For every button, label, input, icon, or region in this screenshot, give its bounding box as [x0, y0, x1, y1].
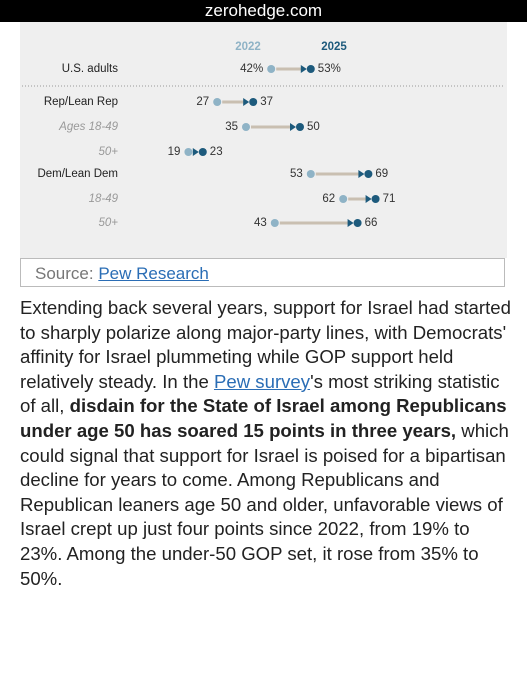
- row-label: Rep/Lean Rep: [44, 96, 118, 108]
- arrowhead: [192, 148, 199, 156]
- chart-background: [20, 22, 507, 258]
- arrowhead: [365, 195, 372, 203]
- value-label: 71: [383, 193, 396, 205]
- dot: [306, 65, 315, 73]
- dot: [371, 195, 380, 203]
- dot: [306, 170, 315, 178]
- article-link[interactable]: Pew survey: [213, 370, 311, 392]
- dot: [198, 148, 207, 156]
- value-label: 37: [260, 96, 273, 108]
- dot: [249, 98, 258, 106]
- legend-label: 2022: [235, 41, 261, 53]
- row-label: 50+: [98, 146, 118, 158]
- source-box: Source: Pew Research: [20, 258, 505, 287]
- source-label: Source:: [35, 264, 94, 283]
- row-label: Ages 18-49: [58, 121, 118, 133]
- source-link[interactable]: Pew Research: [98, 264, 209, 283]
- value-label: 69: [375, 168, 388, 180]
- value-label: 27: [196, 96, 209, 108]
- article: Extending back several years, support fo…: [20, 296, 512, 591]
- dot: [184, 148, 193, 156]
- dot: [364, 170, 373, 178]
- legend-label: 2025: [321, 41, 347, 53]
- dot: [339, 195, 348, 203]
- site-bar: zerohedge.com: [0, 0, 527, 22]
- site-name: zerohedge.com: [204, 1, 323, 20]
- arrowhead: [358, 170, 365, 178]
- article-text: 's most striking statistic of all,: [20, 370, 500, 417]
- dot: [353, 219, 362, 227]
- row-label: Dem/Lean Dem: [37, 168, 118, 180]
- arrowhead: [300, 65, 307, 73]
- article-text: which could signal that support for Isra…: [20, 419, 509, 589]
- dot: [270, 219, 279, 227]
- arrowhead: [290, 123, 296, 131]
- dot: [267, 65, 276, 73]
- arrowhead: [243, 98, 250, 106]
- value-label: 19: [168, 146, 181, 158]
- value-label: 53%: [318, 63, 341, 75]
- value-label: 62: [322, 193, 335, 205]
- article-bold: disdain for the State of Israel among Re…: [20, 395, 507, 441]
- row-label: 50+: [98, 217, 118, 229]
- arrowhead: [347, 219, 354, 227]
- value-label: 50: [307, 121, 320, 133]
- value-label: 35: [225, 121, 238, 133]
- article-text: Extending back several years, support fo…: [20, 297, 511, 392]
- chart: 2022 2025 U.S. adults 42% 53% Rep/Lean Rep 27 3…: [20, 22, 507, 258]
- dot: [296, 123, 304, 131]
- dot: [242, 123, 250, 131]
- value-label: 53: [290, 168, 303, 180]
- value-label: 66: [365, 217, 378, 229]
- value-label: 23: [210, 146, 223, 158]
- row-label: 18-49: [89, 193, 119, 205]
- row-label: U.S. adults: [62, 63, 118, 75]
- value-label: 42%: [240, 63, 263, 75]
- value-label: 43: [254, 217, 267, 229]
- dot: [213, 98, 222, 106]
